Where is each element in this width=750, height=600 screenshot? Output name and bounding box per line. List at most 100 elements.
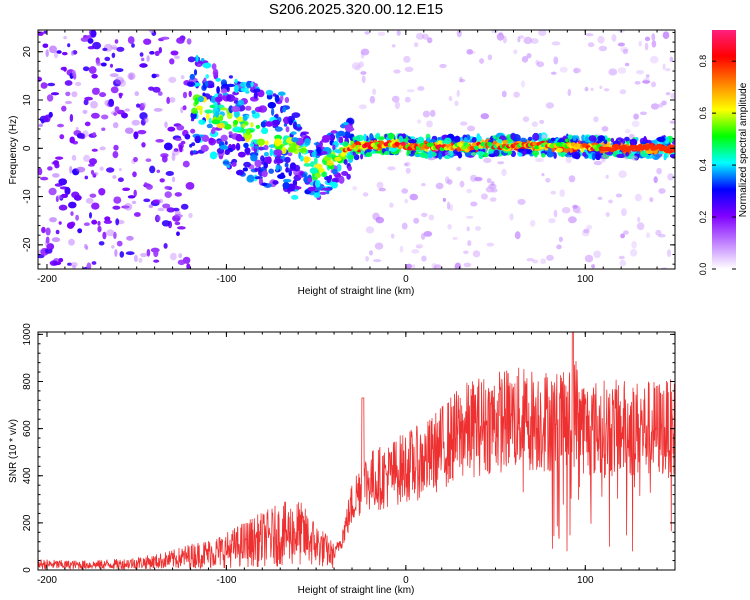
- spectrogram-cell: [75, 214, 79, 221]
- spectrogram-cell: [43, 30, 48, 34]
- spectrogram-cell: [467, 240, 472, 247]
- spectrogram-cell: [590, 87, 594, 91]
- spectrogram-cell: [237, 99, 245, 106]
- spectrogram-cell: [658, 188, 666, 194]
- spectrogram-cell: [98, 241, 105, 246]
- spectrogram-cell: [115, 218, 120, 226]
- spectrogram-cell: [168, 76, 177, 83]
- spectrogram-cell: [267, 102, 276, 109]
- spectrogram-cell: [96, 62, 102, 66]
- spectrogram-cell: [139, 112, 148, 120]
- spectrogram-cell: [65, 100, 72, 105]
- spectrogram-cell: [169, 97, 176, 103]
- spectrogram-cell: [171, 150, 180, 156]
- spectrogram-cell: [83, 154, 91, 162]
- spectrogram-cell: [211, 63, 217, 70]
- spectrogram-cell: [480, 113, 489, 120]
- spectrogram-cell: [41, 226, 46, 234]
- spectrogram-cell: [321, 151, 328, 155]
- spectrogram-cell: [585, 33, 594, 37]
- spectrogram-cell: [282, 182, 290, 190]
- spectrogram-cell: [338, 176, 345, 184]
- spectrogram-cell: [372, 88, 376, 95]
- spectrogram-cell: [634, 81, 641, 85]
- spectrogram-cell: [185, 182, 195, 190]
- spectrogram-cell: [435, 182, 444, 190]
- spectrogram-cell: [148, 204, 154, 209]
- spectrogram-cell: [567, 88, 572, 97]
- spectrogram-cell: [131, 119, 140, 126]
- spectrogram-cell: [669, 56, 674, 63]
- spectrogram-cell: [530, 220, 536, 227]
- spectrogram-cell: [502, 35, 507, 44]
- spectrogram-cell: [369, 250, 373, 256]
- spectrogram-cell: [427, 37, 433, 44]
- spectrogram-cell: [593, 160, 602, 166]
- spectrogram-cell: [551, 71, 557, 75]
- spectrogram-cell: [256, 138, 265, 146]
- spectrogram-cell: [91, 202, 100, 210]
- spectrogram-cell: [271, 107, 275, 116]
- spectrogram-cell: [611, 34, 617, 42]
- spectrogram-cell: [588, 135, 597, 142]
- spectrogram-cell: [639, 111, 647, 116]
- spectrogram-cell: [234, 85, 239, 93]
- spectrogram-cell: [329, 133, 336, 141]
- spectrogram-cell: [40, 176, 49, 181]
- spectrogram-cell: [97, 221, 101, 226]
- spectrogram-cell: [101, 127, 106, 131]
- spectrogram-cell: [153, 108, 163, 112]
- spectrogram-cell: [90, 169, 95, 175]
- y-tick-label: 1000: [22, 323, 33, 346]
- spectrogram-cell: [593, 116, 599, 123]
- spectrogram-cell: [110, 63, 113, 68]
- spectrogram-cell: [194, 97, 200, 105]
- spectrogram-cell: [239, 81, 248, 88]
- spectrogram-cell: [266, 95, 273, 100]
- spectrogram-cell: [109, 73, 119, 78]
- spectrogram-cell: [174, 192, 182, 197]
- spectrogram-cell: [45, 49, 49, 57]
- spectrogram-cell: [75, 127, 79, 131]
- spectrogram-cell: [470, 201, 478, 207]
- y-tick-label: 20: [22, 46, 33, 58]
- spectrogram-cell: [618, 255, 625, 260]
- spectrogram-cell: [601, 126, 609, 132]
- spectrogram-cell: [332, 144, 336, 151]
- spectrogram-cell: [61, 193, 68, 198]
- spectrogram-cell: [159, 178, 165, 183]
- spectrogram-cell: [471, 137, 477, 143]
- spectrogram-cell: [73, 194, 82, 201]
- x-tick-label: 0: [403, 575, 409, 586]
- spectrogram-cell: [389, 202, 394, 208]
- spectrogram-cell: [582, 151, 587, 157]
- y-tick-label: 0: [22, 145, 33, 151]
- spectrogram-cell: [341, 171, 349, 176]
- spectrogram-cell: [127, 195, 136, 199]
- spectrogram-cell: [95, 59, 101, 64]
- spectrogram-cell: [442, 197, 446, 202]
- spectrogram-cell: [379, 140, 385, 146]
- spectrogram-cell: [365, 255, 369, 262]
- spectrogram-cell: [231, 161, 237, 167]
- x-tick-label: 0: [403, 274, 409, 285]
- spectrogram-cell: [65, 100, 72, 105]
- spectrogram-cell: [111, 245, 115, 249]
- spectrogram-cell: [431, 263, 437, 269]
- spectrogram-cell: [231, 106, 241, 112]
- spectrogram-cell: [584, 136, 589, 143]
- spectrogram-cell: [634, 193, 642, 202]
- spectrogram-cell: [211, 119, 221, 125]
- spectrogram-cell: [426, 120, 433, 128]
- spectrogram-cell: [593, 116, 599, 123]
- spectrogram-cell: [170, 252, 177, 261]
- spectrogram-cell: [288, 117, 293, 126]
- spectrogram-cell: [176, 231, 180, 236]
- spectrogram-cell: [459, 76, 463, 83]
- spectrogram-cell: [283, 135, 287, 140]
- spectrogram-cell: [266, 156, 272, 164]
- spectrogram-cell: [226, 164, 230, 168]
- spectrogram-cell: [360, 71, 367, 75]
- spectrogram-cell: [630, 248, 638, 257]
- spectrogram-cell: [463, 250, 469, 255]
